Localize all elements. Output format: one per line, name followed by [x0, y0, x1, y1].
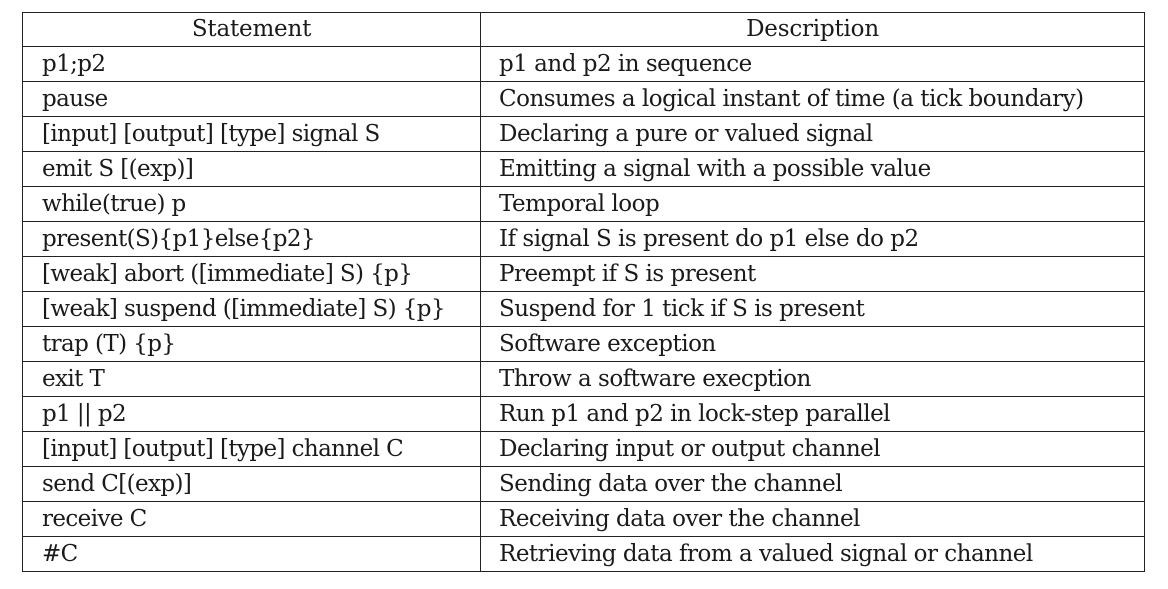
- header-description: Description: [480, 12, 1145, 47]
- statement-cell: present(S){p1}else{p2}: [22, 221, 481, 257]
- table-row: receive C Receiving data over the channel: [22, 501, 1145, 537]
- description-cell: Suspend for 1 tick if S is present: [480, 291, 1145, 327]
- description-cell: Software exception: [480, 326, 1145, 362]
- table-row: trap (T) {p} Software exception: [22, 326, 1145, 362]
- description-cell: Receiving data over the channel: [480, 501, 1145, 537]
- table-body: p1;p2 p1 and p2 in sequence pause Consumes…: [22, 46, 1145, 572]
- statement-cell: receive C: [22, 501, 481, 537]
- description-cell: Run p1 and p2 in lock-step parallel: [480, 396, 1145, 432]
- statement-cell: [input] [output] [type] channel C: [22, 431, 481, 467]
- table-row: [input] [output] [type] signal S Declarin…: [22, 116, 1145, 152]
- description-cell: Throw a software execption: [480, 361, 1145, 397]
- description-cell: Declaring a pure or valued signal: [480, 116, 1145, 152]
- description-cell: Preempt if S is present: [480, 256, 1145, 292]
- description-cell: Temporal loop: [480, 186, 1145, 222]
- table-row: exit T Throw a software execption: [22, 361, 1145, 397]
- statement-cell: trap (T) {p}: [22, 326, 481, 362]
- description-cell: Consumes a logical instant of time (a ti…: [480, 81, 1145, 117]
- statement-table-container: Statement Description p1;p2 p1 and p2 in …: [22, 12, 1145, 572]
- description-cell: Sending data over the channel: [480, 466, 1145, 502]
- table-row: #C Retrieving data from a valued signal o…: [22, 536, 1145, 572]
- description-cell: p1 and p2 in sequence: [480, 46, 1145, 82]
- table-row: send C[(exp)] Sending data over the chann…: [22, 466, 1145, 502]
- statement-cell: [weak] suspend ([immediate] S) {p}: [22, 291, 481, 327]
- statement-cell: exit T: [22, 361, 481, 397]
- table-row: [weak] abort ([immediate] S) {p} Preempt …: [22, 256, 1145, 292]
- table-row: while(true) p Temporal loop: [22, 186, 1145, 222]
- description-cell: Retrieving data from a valued signal or …: [480, 536, 1145, 572]
- table-row: present(S){p1}else{p2} If signal S is pre…: [22, 221, 1145, 257]
- table-row: emit S [(exp)] Emitting a signal with a p…: [22, 151, 1145, 187]
- description-cell: If signal S is present do p1 else do p2: [480, 221, 1145, 257]
- table-header: Statement Description: [22, 12, 1145, 47]
- statement-cell: [input] [output] [type] signal S: [22, 116, 481, 152]
- statement-cell: while(true) p: [22, 186, 481, 222]
- statement-cell: send C[(exp)]: [22, 466, 481, 502]
- header-statement: Statement: [22, 12, 481, 47]
- description-cell: Emitting a signal with a possible value: [480, 151, 1145, 187]
- statement-cell: [weak] abort ([immediate] S) {p}: [22, 256, 481, 292]
- statement-cell: pause: [22, 81, 481, 117]
- statement-table: Statement Description p1;p2 p1 and p2 in …: [22, 12, 1145, 572]
- statement-cell: emit S [(exp)]: [22, 151, 481, 187]
- statement-cell: p1 || p2: [22, 396, 481, 432]
- statement-cell: #C: [22, 536, 481, 572]
- table-row: [input] [output] [type] channel C Declari…: [22, 431, 1145, 467]
- header-row: Statement Description: [22, 12, 1145, 47]
- table-row: p1;p2 p1 and p2 in sequence: [22, 46, 1145, 82]
- table-row: [weak] suspend ([immediate] S) {p} Suspen…: [22, 291, 1145, 327]
- statement-cell: p1;p2: [22, 46, 481, 82]
- description-cell: Declaring input or output channel: [480, 431, 1145, 467]
- table-row: pause Consumes a logical instant of time …: [22, 81, 1145, 117]
- table-row: p1 || p2 Run p1 and p2 in lock-step paral…: [22, 396, 1145, 432]
